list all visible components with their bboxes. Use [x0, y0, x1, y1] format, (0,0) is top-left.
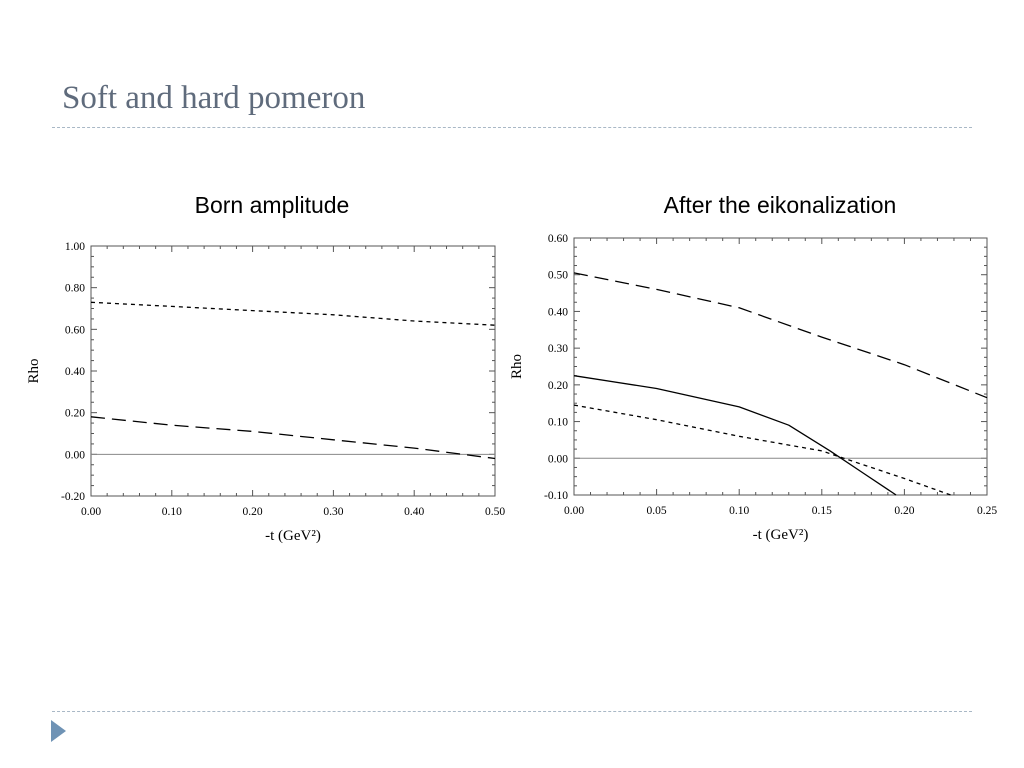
y-tick-label: 0.00: [548, 453, 568, 465]
y-tick-label: 0.40: [65, 366, 85, 378]
chart-title-born: Born amplitude: [194, 192, 350, 218]
title-divider: [52, 127, 972, 128]
y-tick-label: 0.40: [548, 306, 568, 318]
plot-frame: [573, 237, 988, 496]
x-tick-label: 0.15: [812, 505, 832, 517]
plot-frame: [90, 245, 496, 497]
y-tick-label: 0.20: [65, 408, 85, 420]
x-tick-label: 0.10: [162, 506, 182, 518]
x-tick-label: 0.00: [81, 506, 101, 518]
x-tick-label: 0.50: [485, 506, 505, 518]
x-tick-label: 0.20: [894, 505, 914, 517]
x-tick-label: 0.00: [564, 505, 584, 517]
triangle-bullet-icon: [51, 720, 66, 742]
x-axis-label: -t (GeV²): [265, 528, 321, 544]
y-tick-label: 0.30: [548, 343, 568, 355]
y-tick-label: 0.20: [548, 380, 568, 392]
series-short-dash-line: [90, 301, 496, 326]
x-axis-label: -t (GeV²): [753, 527, 809, 543]
y-tick-label: 0.50: [548, 270, 568, 282]
x-tick-label: 0.25: [977, 505, 997, 517]
series-long-dash-line: [90, 416, 496, 460]
y-tick-label: 0.10: [548, 417, 568, 429]
y-tick-label: 0.60: [65, 324, 85, 336]
y-tick-label: 0.00: [65, 449, 85, 461]
slide-title: Soft and hard pomeron: [62, 80, 366, 116]
x-tick-label: 0.05: [647, 505, 667, 517]
x-tick-label: 0.40: [404, 506, 424, 518]
y-axis-label: Rho: [509, 354, 525, 379]
y-tick-label: 1.00: [65, 241, 85, 253]
footer-divider: [52, 711, 972, 712]
x-tick-label: 0.20: [243, 506, 263, 518]
y-tick-label: -0.10: [544, 490, 568, 502]
series-short-dash-line: [573, 404, 951, 496]
y-tick-label: 0.60: [548, 233, 568, 245]
y-tick-label: -0.20: [61, 491, 85, 503]
series-long-dash-line: [573, 272, 988, 399]
x-tick-label: 0.30: [323, 506, 343, 518]
x-tick-label: 0.10: [729, 505, 749, 517]
chart-title-eikonal: After the eikonalization: [663, 192, 897, 218]
y-tick-label: 0.80: [65, 283, 85, 295]
series-solid-line: [573, 375, 897, 496]
y-axis-label: Rho: [26, 358, 42, 383]
